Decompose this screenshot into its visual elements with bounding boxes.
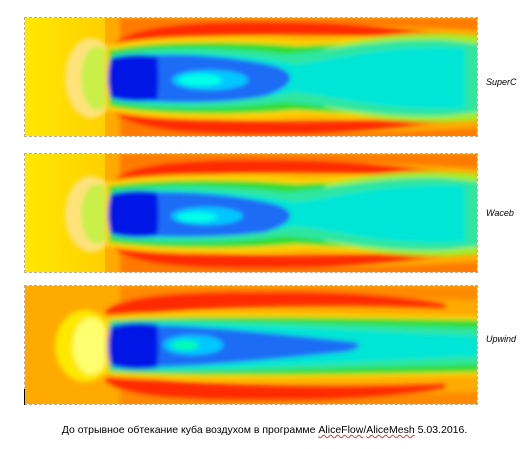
- scheme-label-upwind: Upwind: [486, 334, 517, 344]
- caption-program-aliceflow: AliceFlow: [318, 424, 364, 436]
- caption-slash: /: [363, 424, 367, 436]
- flow-field-image-superc: [25, 18, 477, 136]
- text-cursor: [24, 389, 25, 405]
- flow-field-panel-waceb: [24, 153, 478, 273]
- caption-program-alicemesh: AliceMesh: [366, 424, 415, 436]
- flow-field-panel-superc: [24, 17, 478, 137]
- scheme-label-superc: SuperC: [486, 77, 517, 87]
- flow-field-panel-upwind: [24, 285, 478, 405]
- flow-field-image-waceb: [25, 154, 477, 272]
- flow-field-image-upwind: [25, 286, 477, 404]
- figure-caption: До отрывное обтекание куба воздухом в пр…: [0, 424, 529, 436]
- caption-suffix: 5.03.2016.: [414, 424, 468, 436]
- caption-prefix: До отрывное обтекание куба воздухом в пр…: [61, 424, 319, 436]
- scheme-label-waceb: Waceb: [486, 208, 514, 218]
